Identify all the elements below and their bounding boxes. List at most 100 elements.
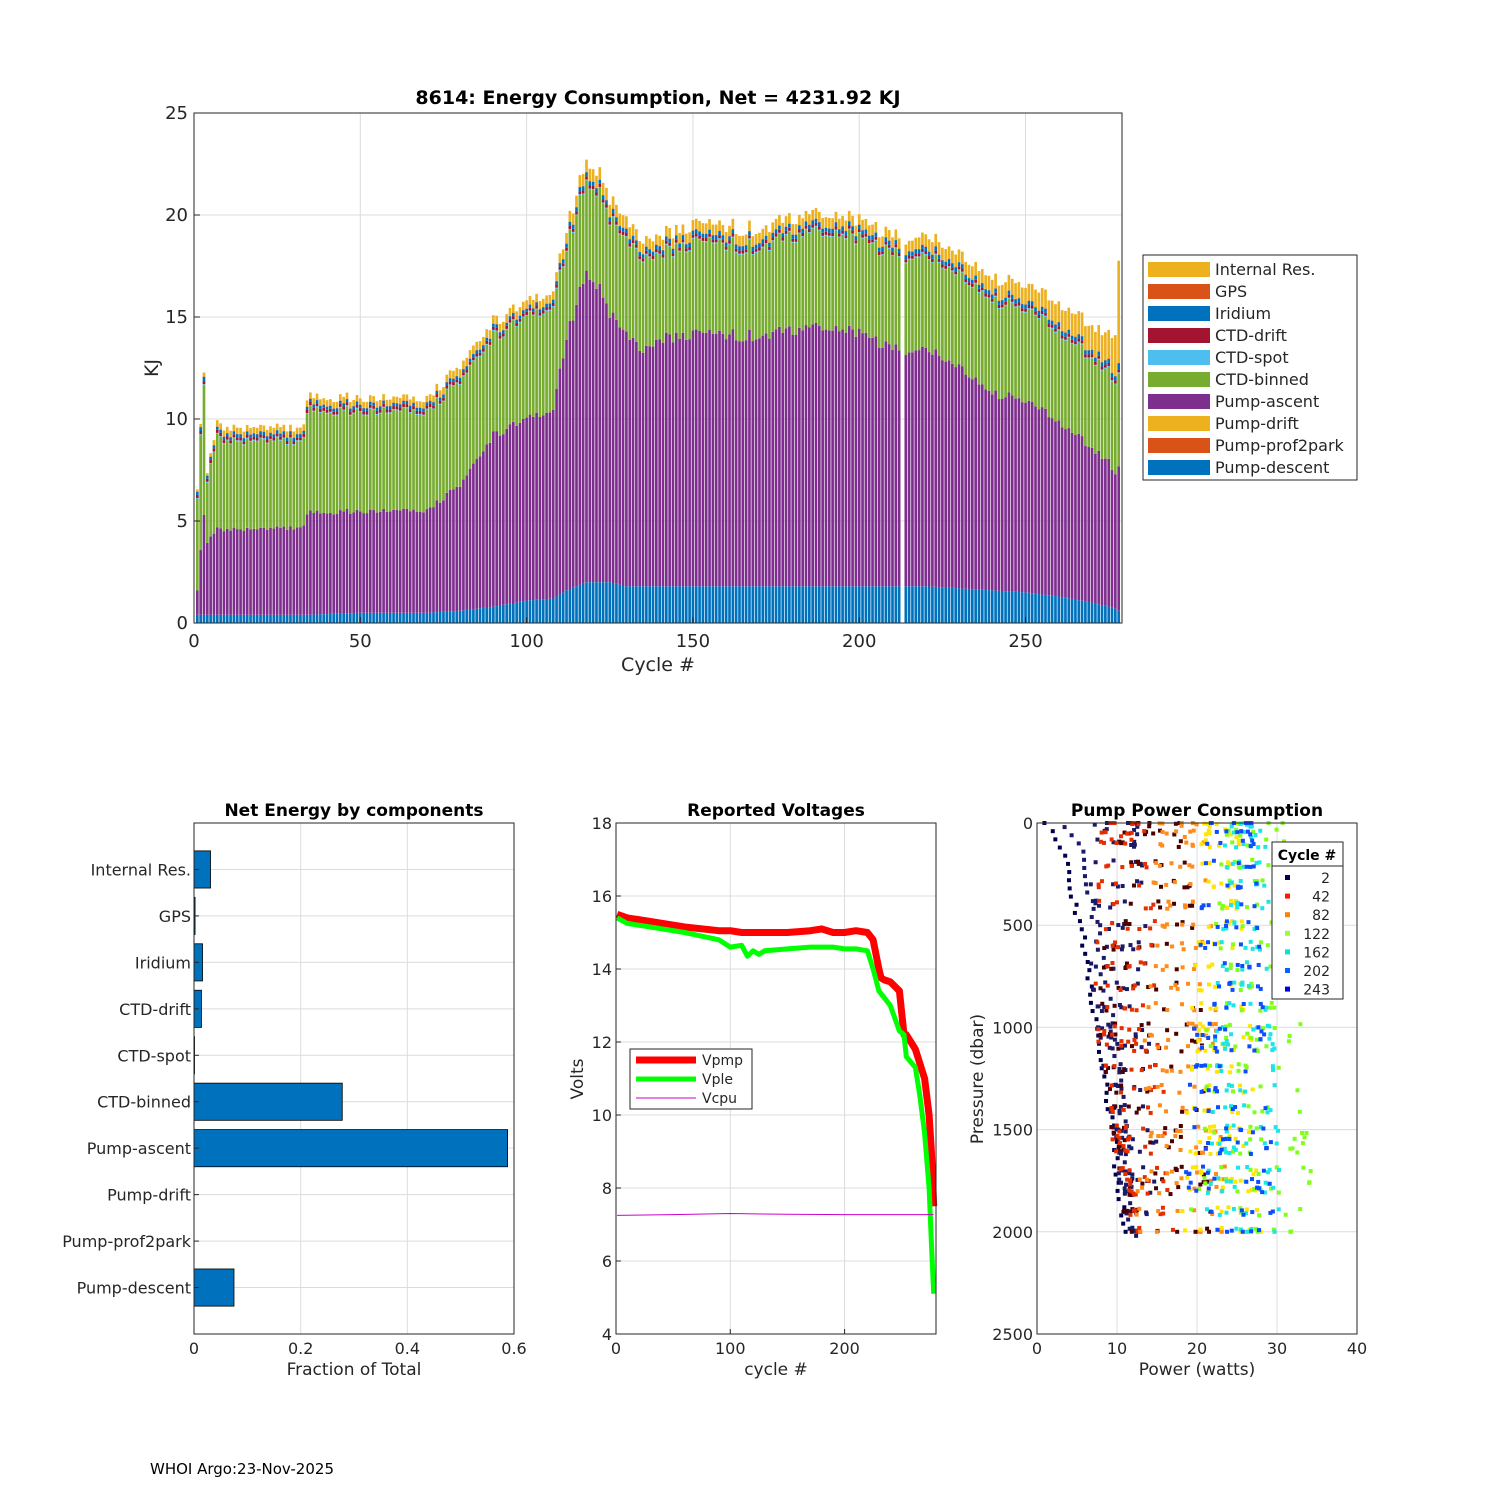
energy-bar-segment: [478, 608, 482, 623]
energy-bar-segment: [578, 175, 582, 187]
volts-ytick-label: 18: [592, 814, 612, 833]
pump-point: [1178, 864, 1183, 869]
pump-legend-marker: [1285, 875, 1290, 880]
volts-lines: [615, 910, 938, 1294]
pump-point: [1200, 1150, 1205, 1155]
energy-bar-segment: [242, 444, 246, 446]
pump-point: [1129, 1227, 1134, 1232]
pump-legend-title: Cycle #: [1278, 848, 1337, 864]
pump-point: [1127, 1226, 1132, 1231]
energy-bar-segment: [558, 263, 562, 267]
pump-point: [1122, 830, 1127, 835]
energy-bar-segment: [718, 231, 721, 236]
energy-bar-segment: [834, 226, 838, 230]
pump-point: [1227, 1151, 1232, 1156]
energy-bar-segment: [445, 389, 449, 493]
energy-bar-segment: [272, 440, 276, 442]
energy-bar-segment: [445, 374, 449, 382]
energy-ytick-label: 0: [177, 613, 188, 634]
energy-bar-segment: [911, 586, 914, 623]
energy-bar-segment: [482, 607, 485, 623]
energy-bar-segment: [611, 213, 615, 217]
energy-bar-segment: [911, 352, 914, 587]
energy-bar-segment: [578, 195, 582, 287]
energy-bar-segment: [1060, 335, 1064, 339]
energy-bar-segment: [412, 409, 415, 411]
pump-point: [1148, 926, 1153, 931]
pump-point: [1240, 982, 1245, 987]
volts-legend-label: Vpmp: [702, 1053, 743, 1069]
pump-point: [1188, 882, 1193, 887]
energy-bar-segment: [897, 253, 901, 257]
pump-point: [1153, 1171, 1158, 1176]
pump-point: [1219, 1226, 1224, 1231]
energy-bar-segment: [342, 613, 346, 623]
energy-bar-segment: [518, 318, 522, 322]
energy-bar-segment: [428, 407, 432, 409]
energy-bar-segment: [611, 217, 615, 313]
energy-bar-segment: [505, 428, 508, 605]
pump-point: [1235, 1189, 1240, 1194]
energy-bar-segment: [728, 225, 731, 237]
pump-point: [1187, 903, 1192, 908]
energy-bar-segment: [671, 238, 675, 249]
energy-bar-segment: [781, 233, 785, 238]
energy-bar-segment: [1100, 369, 1104, 371]
pump-point: [1206, 964, 1211, 969]
pump-point: [1241, 1035, 1246, 1040]
energy-bar-segment: [994, 292, 997, 296]
energy-bar-segment: [511, 319, 515, 321]
energy-bar-segment: [571, 587, 575, 623]
pump-point: [1129, 837, 1134, 842]
pump-point: [1125, 1149, 1130, 1154]
energy-bar-segment: [857, 214, 861, 225]
energy-bar-segment: [957, 262, 961, 267]
energy-bar-segment: [408, 511, 412, 613]
pump-point: [1189, 1207, 1194, 1212]
pump-point: [1132, 1208, 1137, 1213]
energy-bar-segment: [688, 251, 691, 340]
energy-bar-segment: [408, 612, 412, 623]
energy-bar-segment: [778, 586, 781, 623]
energy-bar-segment: [837, 586, 841, 623]
pump-point: [1132, 844, 1137, 849]
pump-point: [1146, 1005, 1151, 1010]
energy-bar-segment: [492, 323, 495, 327]
energy-bar-segment: [395, 406, 399, 410]
energy-bar-segment: [368, 401, 372, 405]
pump-point: [1122, 1138, 1127, 1143]
energy-bar-segment: [385, 612, 389, 623]
pump-point: [1235, 1140, 1240, 1145]
pump-point: [1159, 884, 1164, 889]
energy-bar-segment: [791, 238, 795, 242]
energy-bar-segment: [235, 614, 239, 623]
pump-point: [1093, 981, 1098, 986]
energy-bar-segment: [761, 228, 765, 240]
energy-bar-segment: [265, 436, 269, 440]
pump-point: [1117, 1141, 1122, 1146]
energy-bar-segment: [954, 588, 958, 623]
pump-point: [1224, 1039, 1229, 1044]
energy-bar-segment: [558, 594, 562, 623]
energy-bar-segment: [558, 253, 562, 263]
pump-point: [1192, 1125, 1197, 1130]
pump-point: [1255, 879, 1260, 884]
energy-bar-segment: [458, 383, 462, 385]
pump-point: [1095, 940, 1100, 945]
pump-point: [1220, 1185, 1225, 1190]
pump-point: [1116, 985, 1121, 990]
pump-point: [1108, 1109, 1113, 1114]
pump-point: [1216, 940, 1221, 945]
pump-point: [1123, 841, 1128, 846]
energy-bar-segment: [561, 259, 565, 264]
energy-bar-segment: [874, 222, 878, 233]
energy-bar-segment: [961, 251, 964, 265]
energy-bar-segment: [608, 224, 612, 226]
pump-point: [1229, 1228, 1234, 1233]
energy-bar-segment: [741, 586, 745, 623]
energy-bar-segment: [342, 406, 346, 410]
pump-point: [1097, 1041, 1102, 1046]
energy-bar-segment: [525, 308, 528, 312]
energy-bar-segment: [615, 225, 618, 320]
